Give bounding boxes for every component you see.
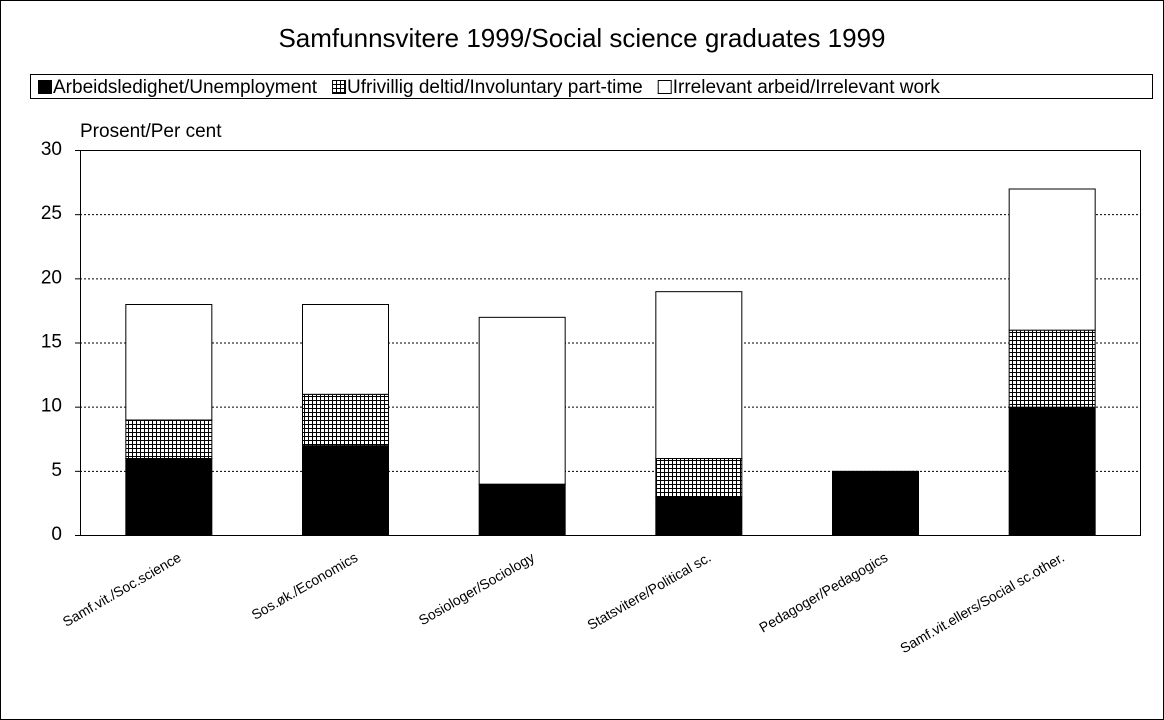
legend-label: Irrelevant arbeid/Irrelevant work bbox=[673, 77, 941, 98]
chart-title: Samfunnsvitere 1999/Social science gradu… bbox=[278, 23, 885, 53]
bar-segment bbox=[302, 445, 389, 536]
legend-label: Arbeidsledighet/Unemployment bbox=[53, 77, 318, 98]
legend-label: Ufrivillig deltid/Involuntary part-time bbox=[347, 77, 643, 98]
bar-segment bbox=[1008, 188, 1096, 331]
bar-segment bbox=[478, 316, 566, 485]
y-tick-label: 0 bbox=[51, 524, 62, 545]
y-tick-label: 25 bbox=[41, 203, 62, 224]
bar-segment bbox=[125, 419, 213, 459]
legend-box bbox=[30, 74, 1153, 99]
bar-segment bbox=[832, 470, 919, 537]
y-tick-label: 30 bbox=[41, 139, 62, 160]
y-axis-label: Prosent/Per cent bbox=[80, 121, 222, 142]
legend-swatch bbox=[38, 80, 52, 94]
bar-segment bbox=[655, 458, 743, 498]
bar-segment bbox=[125, 304, 213, 421]
bar-segment bbox=[655, 496, 743, 536]
y-tick-label: 15 bbox=[41, 332, 62, 353]
bar-segment bbox=[1008, 406, 1096, 536]
bar-segment bbox=[302, 393, 389, 447]
bar-segment bbox=[478, 483, 566, 536]
bar-segment bbox=[1008, 329, 1096, 408]
bar-segment bbox=[655, 291, 743, 459]
plot-border bbox=[80, 150, 1141, 536]
y-tick-label: 5 bbox=[51, 460, 62, 481]
y-tick-label: 10 bbox=[41, 396, 62, 417]
bar-segment bbox=[125, 458, 213, 536]
legend-swatch bbox=[657, 80, 672, 94]
y-tick-label: 20 bbox=[41, 267, 62, 288]
legend-swatch bbox=[332, 80, 347, 94]
bar-segment bbox=[302, 304, 389, 395]
